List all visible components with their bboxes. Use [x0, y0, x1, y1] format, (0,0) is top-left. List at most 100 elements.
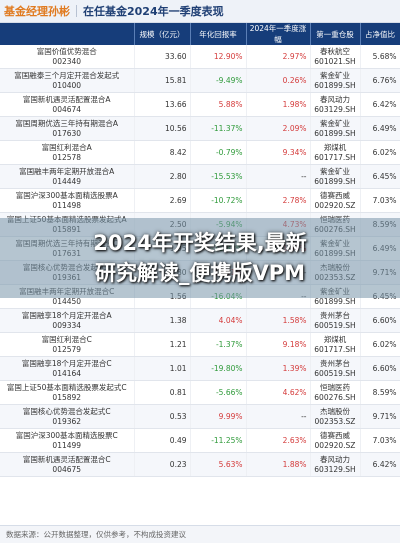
fund-name: 富国红利混合A: [41, 142, 92, 152]
fund-name: 富国融丰两年定期开放混合A: [19, 166, 115, 176]
fund-cell: 富国融泰三个月定开混合发起式 010400: [0, 68, 135, 93]
table-row[interactable]: 富国上证50基本面精选股票发起式C 015892 0.81 -5.66% 4.62% 恒瑞…: [0, 380, 400, 405]
top-holding-cell: 春风动力 603129.SH: [310, 92, 361, 117]
fund-size: 1.01: [134, 356, 191, 381]
holding-ratio: 6.42%: [360, 452, 400, 477]
headline-line-2: 研究解读_便携版VPM: [94, 261, 306, 285]
fund-size: 1.21: [134, 332, 191, 357]
holding-ratio: 6.02%: [360, 140, 400, 165]
q1-return: --: [246, 404, 311, 429]
fund-code: 014449: [52, 176, 82, 186]
annual-return: -10.72%: [190, 188, 247, 213]
table-row[interactable]: 富国周期优选三年持有期混合A 017630 10.56 -11.37% 2.09% 紫金矿…: [0, 116, 400, 141]
fund-cell: 富国价值优势混合 002340: [0, 45, 135, 69]
q1-return: 1.39%: [246, 356, 311, 381]
table-row[interactable]: 富国融享18个月定开混合A 009334 1.38 4.04% 1.58% 贵州茅台 600…: [0, 308, 400, 333]
stock-name: 紫金矿业: [320, 166, 350, 176]
stock-name: 春风动力: [320, 454, 350, 464]
holding-ratio: 6.02%: [360, 332, 400, 357]
fund-size: 0.49: [134, 428, 191, 453]
fund-name: 富国新机遇灵活配置混合C: [22, 454, 111, 464]
fund-code: 011498: [52, 200, 82, 210]
holding-ratio: 6.60%: [360, 356, 400, 381]
fund-cell: 富国新机遇灵活配置混合A 004674: [0, 92, 135, 117]
q1-return: 2.78%: [246, 188, 311, 213]
annual-return: -0.79%: [190, 140, 247, 165]
table-row[interactable]: 富国融享18个月定开混合C 014164 1.01 -19.80% 1.39% 贵州茅台 6…: [0, 356, 400, 381]
q1-return: 2.97%: [246, 45, 311, 69]
headline-banner[interactable]: 2024年开奖结果,最新 研究解读_便携版VPM: [0, 218, 400, 298]
fund-size: 10.56: [134, 116, 191, 141]
q1-return: --: [246, 164, 311, 189]
fund-code: 010400: [52, 80, 82, 90]
col-header-q1: 2024年一季度涨幅: [246, 23, 311, 45]
fund-cell: 富国沪深300基本面精选股票C 011499: [0, 428, 135, 453]
table-row[interactable]: 富国融泰三个月定开混合发起式 010400 15.81 -9.49% 0.26% 紫金矿业…: [0, 68, 400, 93]
fund-size: 0.23: [134, 452, 191, 477]
fund-code: 009334: [52, 320, 82, 330]
stock-name: 贵州茅台: [320, 310, 350, 320]
stock-code: 002920.SZ: [314, 200, 356, 210]
top-holding-cell: 春秋航空 601021.SH: [310, 45, 361, 69]
stock-name: 贵州茅台: [320, 358, 350, 368]
fund-code: 012579: [52, 344, 82, 354]
table-row[interactable]: 富国核心优势混合发起式C 019362 0.53 9.99% -- 杰瑞股份 002353.…: [0, 404, 400, 429]
table-row[interactable]: 富国新机遇灵活配置混合C 004675 0.23 5.63% 1.88% 春风动力 6031…: [0, 452, 400, 477]
fund-code: 014450: [52, 296, 82, 306]
top-holding-cell: 春风动力 603129.SH: [310, 452, 361, 477]
stock-code: 601021.SH: [314, 56, 356, 66]
fund-size: 1.38: [134, 308, 191, 333]
top-holding-cell: 郑煤机 601717.SH: [310, 140, 361, 165]
stock-name: 德赛西威: [320, 190, 350, 200]
fund-cell: 富国周期优选三年持有期混合A 017630: [0, 116, 135, 141]
stock-code: 002353.SZ: [314, 416, 356, 426]
fund-size: 0.81: [134, 380, 191, 405]
fund-code: 011499: [52, 440, 82, 450]
manager-title: 基金经理孙彬: [4, 5, 70, 18]
stock-code: 601717.SH: [314, 344, 356, 354]
table-row[interactable]: 富国红利混合A 012578 8.42 -0.79% 9.34% 郑煤机 601717.SH…: [0, 140, 400, 165]
stock-code: 600519.SH: [314, 368, 356, 378]
table-row[interactable]: 富国价值优势混合 002340 33.60 12.90% 2.97% 春秋航空 601021…: [0, 45, 400, 69]
fund-name: 富国沪深300基本面精选股票A: [15, 190, 118, 200]
fund-code: 014164: [52, 368, 82, 378]
q1-return: 9.18%: [246, 332, 311, 357]
col-header-size: 规模（亿元）: [134, 23, 191, 45]
stock-code: 600519.SH: [314, 320, 356, 330]
fund-cell: 富国融享18个月定开混合A 009334: [0, 308, 135, 333]
stock-name: 郑煤机: [323, 334, 347, 344]
fund-name: 富国红利混合C: [41, 334, 92, 344]
fund-cell: 富国沪深300基本面精选股票A 011498: [0, 188, 135, 213]
fund-size: 15.81: [134, 68, 191, 93]
fund-name: 富国核心优势混合发起式C: [22, 406, 111, 416]
header-divider: [76, 5, 77, 17]
table-row[interactable]: 富国新机遇灵活配置混合A 004674 13.66 5.88% 1.98% 春风动力 603…: [0, 92, 400, 117]
annual-return: -5.66%: [190, 380, 247, 405]
table-header-row: 规模（亿元） 年化回报率 2024年一季度涨幅 第一重仓股 占净值比: [0, 23, 400, 45]
fund-cell: 富国融丰两年定期开放混合A 014449: [0, 164, 135, 189]
annual-return: -15.53%: [190, 164, 247, 189]
table-row[interactable]: 富国红利混合C 012579 1.21 -1.37% 9.18% 郑煤机 601717.SH…: [0, 332, 400, 357]
fund-code: 004675: [52, 464, 82, 474]
fund-code: 012578: [52, 152, 82, 162]
page-subtitle: 在任基金2024年一季度表现: [83, 5, 224, 18]
stock-name: 郑煤机: [323, 142, 347, 152]
annual-return: 12.90%: [190, 45, 247, 69]
table-row[interactable]: 富国沪深300基本面精选股票A 011498 2.69 -10.72% 2.78% 德赛西…: [0, 188, 400, 213]
q1-return: 2.63%: [246, 428, 311, 453]
stock-name: 紫金矿业: [320, 118, 350, 128]
table-row[interactable]: 富国融丰两年定期开放混合A 014449 2.80 -15.53% -- 紫金矿业 6018…: [0, 164, 400, 189]
stock-code: 603129.SH: [314, 104, 356, 114]
stock-name: 春秋航空: [320, 46, 350, 56]
page-header: 基金经理孙彬 在任基金2024年一季度表现: [0, 0, 400, 23]
holding-ratio: 6.45%: [360, 164, 400, 189]
holding-ratio: 9.71%: [360, 404, 400, 429]
table-row[interactable]: 富国沪深300基本面精选股票C 011499 0.49 -11.25% 2.63% 德赛西…: [0, 428, 400, 453]
holding-ratio: 6.42%: [360, 92, 400, 117]
annual-return: -11.25%: [190, 428, 247, 453]
